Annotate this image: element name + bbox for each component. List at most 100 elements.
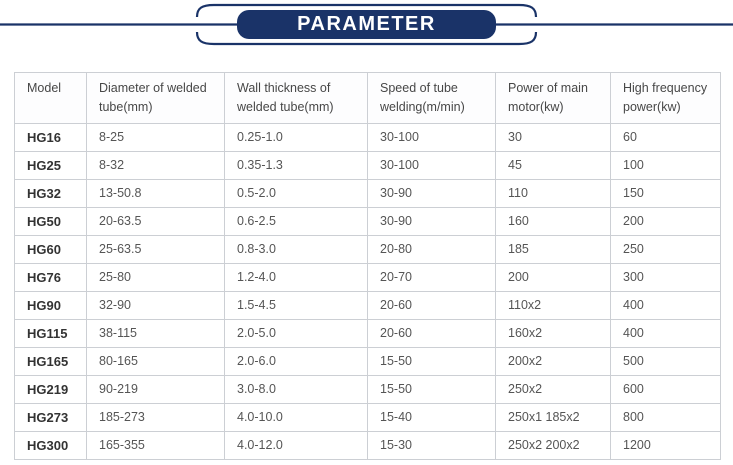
value-cell: 250 (610, 235, 721, 264)
model-cell: HG165 (14, 347, 87, 376)
value-cell: 25-63.5 (86, 235, 225, 264)
value-cell: 0.6-2.5 (224, 207, 368, 236)
table-row: HG50 20-63.5 0.6-2.5 30-90 160 200 (14, 207, 721, 236)
table-body: HG16 8-25 0.25-1.0 30-100 30 60 HG25 8-32 0.35-1… (14, 123, 721, 460)
value-cell: 100 (610, 151, 721, 180)
table-row: HG300 165-355 4.0-12.0 15-30 250x2 200x2 1200 (14, 431, 721, 460)
value-cell: 400 (610, 291, 721, 320)
value-cell: 30-90 (367, 207, 496, 236)
value-cell: 160 (495, 207, 611, 236)
table-row: HG115 38-115 2.0-5.0 20-60 160x2 400 (14, 319, 721, 348)
column-header-power: Power of main motor(kw) (495, 72, 611, 124)
value-cell: 45 (495, 151, 611, 180)
value-cell: 150 (610, 179, 721, 208)
value-cell: 2.0-6.0 (224, 347, 368, 376)
value-cell: 32-90 (86, 291, 225, 320)
value-cell: 160x2 (495, 319, 611, 348)
value-cell: 38-115 (86, 319, 225, 348)
model-cell: HG60 (14, 235, 87, 264)
table-row: HG32 13-50.8 0.5-2.0 30-90 110 150 (14, 179, 721, 208)
model-cell: HG90 (14, 291, 87, 320)
table-row: HG165 80-165 2.0-6.0 15-50 200x2 500 (14, 347, 721, 376)
model-cell: HG273 (14, 403, 87, 432)
value-cell: 90-219 (86, 375, 225, 404)
value-cell: 250x2 200x2 (495, 431, 611, 460)
column-header-wall: Wall thickness of welded tube(mm) (224, 72, 368, 124)
value-cell: 0.8-3.0 (224, 235, 368, 264)
value-cell: 15-30 (367, 431, 496, 460)
table-row: HG273 185-273 4.0-10.0 15-40 250x1 185x2 800 (14, 403, 721, 432)
value-cell: 20-60 (367, 291, 496, 320)
value-cell: 110 (495, 179, 611, 208)
value-cell: 1200 (610, 431, 721, 460)
banner-bracket-top (195, 3, 538, 18)
value-cell: 400 (610, 319, 721, 348)
parameter-table: Model Diameter of welded tube(mm) Wall t… (14, 72, 721, 460)
value-cell: 15-50 (367, 347, 496, 376)
model-cell: HG300 (14, 431, 87, 460)
value-cell: 4.0-12.0 (224, 431, 368, 460)
column-header-diameter: Diameter of welded tube(mm) (86, 72, 225, 124)
value-cell: 185 (495, 235, 611, 264)
value-cell: 20-60 (367, 319, 496, 348)
model-cell: HG50 (14, 207, 87, 236)
value-cell: 1.2-4.0 (224, 263, 368, 292)
column-header-frequency: High frequency power(kw) (610, 72, 721, 124)
table-row: HG90 32-90 1.5-4.5 20-60 110x2 400 (14, 291, 721, 320)
value-cell: 15-50 (367, 375, 496, 404)
model-cell: HG76 (14, 263, 87, 292)
model-cell: HG16 (14, 123, 87, 152)
value-cell: 300 (610, 263, 721, 292)
value-cell: 80-165 (86, 347, 225, 376)
value-cell: 185-273 (86, 403, 225, 432)
value-cell: 200 (495, 263, 611, 292)
table-row: HG16 8-25 0.25-1.0 30-100 30 60 (14, 123, 721, 152)
value-cell: 200 (610, 207, 721, 236)
table-row: HG25 8-32 0.35-1.3 30-100 45 100 (14, 151, 721, 180)
value-cell: 30-100 (367, 151, 496, 180)
value-cell: 20-63.5 (86, 207, 225, 236)
model-cell: HG32 (14, 179, 87, 208)
value-cell: 165-355 (86, 431, 225, 460)
column-header-model: Model (14, 72, 87, 124)
value-cell: 30-90 (367, 179, 496, 208)
value-cell: 0.5-2.0 (224, 179, 368, 208)
value-cell: 13-50.8 (86, 179, 225, 208)
value-cell: 60 (610, 123, 721, 152)
table-header: Model Diameter of welded tube(mm) Wall t… (14, 72, 721, 124)
parameter-banner: PARAMETER (0, 0, 733, 52)
banner-decoration (0, 3, 733, 46)
table-row: HG219 90-219 3.0-8.0 15-50 250x2 600 (14, 375, 721, 404)
value-cell: 8-25 (86, 123, 225, 152)
table-row: HG60 25-63.5 0.8-3.0 20-80 185 250 (14, 235, 721, 264)
value-cell: 25-80 (86, 263, 225, 292)
section-title: PARAMETER (297, 13, 436, 35)
value-cell: 20-80 (367, 235, 496, 264)
table-row: HG76 25-80 1.2-4.0 20-70 200 300 (14, 263, 721, 292)
value-cell: 30-100 (367, 123, 496, 152)
value-cell: 3.0-8.0 (224, 375, 368, 404)
model-cell: HG115 (14, 319, 87, 348)
value-cell: 500 (610, 347, 721, 376)
value-cell: 110x2 (495, 291, 611, 320)
value-cell: 600 (610, 375, 721, 404)
model-cell: HG25 (14, 151, 87, 180)
value-cell: 15-40 (367, 403, 496, 432)
value-cell: 8-32 (86, 151, 225, 180)
value-cell: 250x1 185x2 (495, 403, 611, 432)
value-cell: 200x2 (495, 347, 611, 376)
value-cell: 30 (495, 123, 611, 152)
value-cell: 250x2 (495, 375, 611, 404)
model-cell: HG219 (14, 375, 87, 404)
column-header-speed: Speed of tube welding(m/min) (367, 72, 496, 124)
value-cell: 4.0-10.0 (224, 403, 368, 432)
value-cell: 0.35-1.3 (224, 151, 368, 180)
value-cell: 20-70 (367, 263, 496, 292)
banner-bracket-bottom (195, 31, 538, 46)
value-cell: 0.25-1.0 (224, 123, 368, 152)
header-row: Model Diameter of welded tube(mm) Wall t… (14, 72, 721, 124)
value-cell: 800 (610, 403, 721, 432)
value-cell: 2.0-5.0 (224, 319, 368, 348)
value-cell: 1.5-4.5 (224, 291, 368, 320)
banner-pill (237, 10, 496, 39)
